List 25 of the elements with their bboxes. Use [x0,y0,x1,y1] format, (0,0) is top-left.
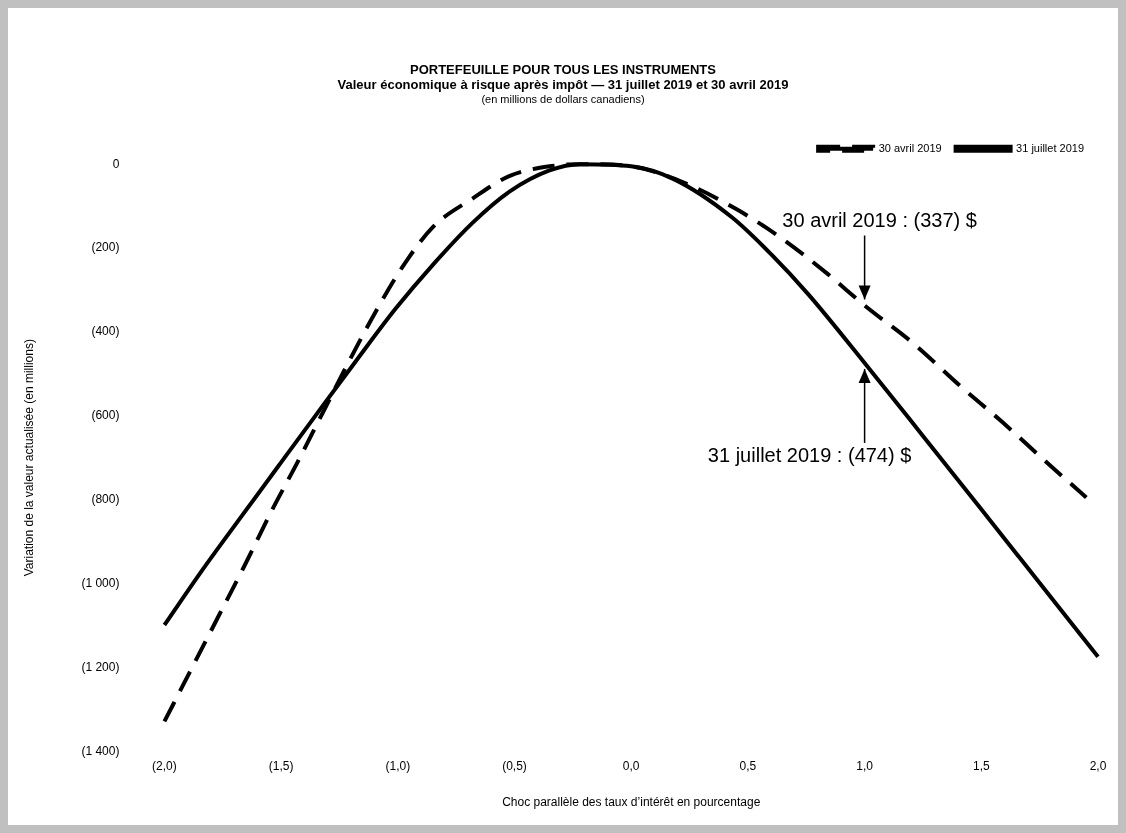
annotation: 30 avril 2019 : (337) $ [782,209,977,232]
annotation: 31 juillet 2019 : (474) $ [707,444,912,467]
y-tick-label: (400) [91,324,120,339]
legend-label: 31 juillet 2019 [1016,141,1085,154]
y-axis-title: Variation de la valeur actualisée (en millions) [21,339,36,577]
x-tick-label: (2,0) [152,758,177,773]
y-tick-label: (600) [91,408,120,423]
y-tick-label: (1 000) [81,575,120,590]
y-tick-label: (200) [91,240,120,255]
x-tick-label: 1,0 [856,758,874,773]
y-tick-label: (1 400) [81,743,120,758]
x-tick-label: 0,5 [739,758,757,773]
y-tick-label: (800) [91,491,120,506]
chart-subtitle: Valeur économique à risque après impôt — 31 juillet 2019 et 30 avril 2019 (en millions de dollars canadiens) [336,77,790,107]
x-tick-label: (1,5) [268,758,294,773]
x-tick-label: (1,0) [385,758,411,773]
x-tick-label: 2,0 [1089,758,1107,773]
y-tick-label: (1 200) [81,659,120,674]
x-tick-label: 0,0 [622,758,640,773]
x-tick-label: 1,5 [972,758,990,773]
y-tick-label: 0 [112,156,120,171]
chart-title: PORTEFEUILLE POUR TOUS LES INSTRUMENTS [409,62,717,77]
x-tick-label: (0,5) [502,758,527,773]
legend-label: 30 avril 2019 [878,141,942,154]
x-axis-title: Choc parallèle des taux d’intérêt en pourcentage [502,795,761,810]
